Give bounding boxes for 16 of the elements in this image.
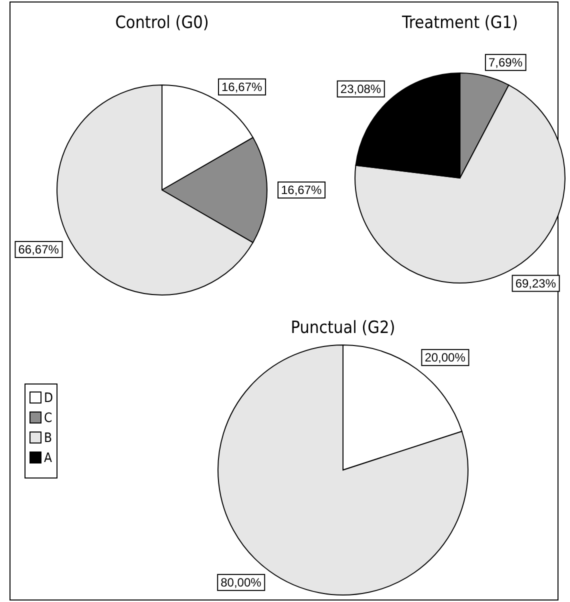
data-label: 23,08% — [340, 82, 382, 96]
chart-title: Punctual (G2) — [290, 318, 396, 338]
data-label: 66,67% — [18, 242, 60, 256]
data-label: 16,67% — [222, 80, 263, 94]
data-label: 7,69% — [488, 55, 523, 70]
legend-label: A — [44, 451, 52, 466]
pie-slice — [218, 344, 468, 596]
chart-title: Treatment (G1) — [401, 13, 518, 33]
legend-label: C — [44, 411, 52, 426]
data-label: 20,00% — [424, 350, 466, 365]
data-label: 69,23% — [515, 276, 556, 290]
chart-title: Control (G0) — [115, 13, 209, 33]
legend-label: D — [44, 391, 54, 406]
legend-label: B — [44, 431, 52, 446]
data-label: 80,00% — [220, 575, 262, 590]
data-label: 16,67% — [281, 183, 322, 198]
